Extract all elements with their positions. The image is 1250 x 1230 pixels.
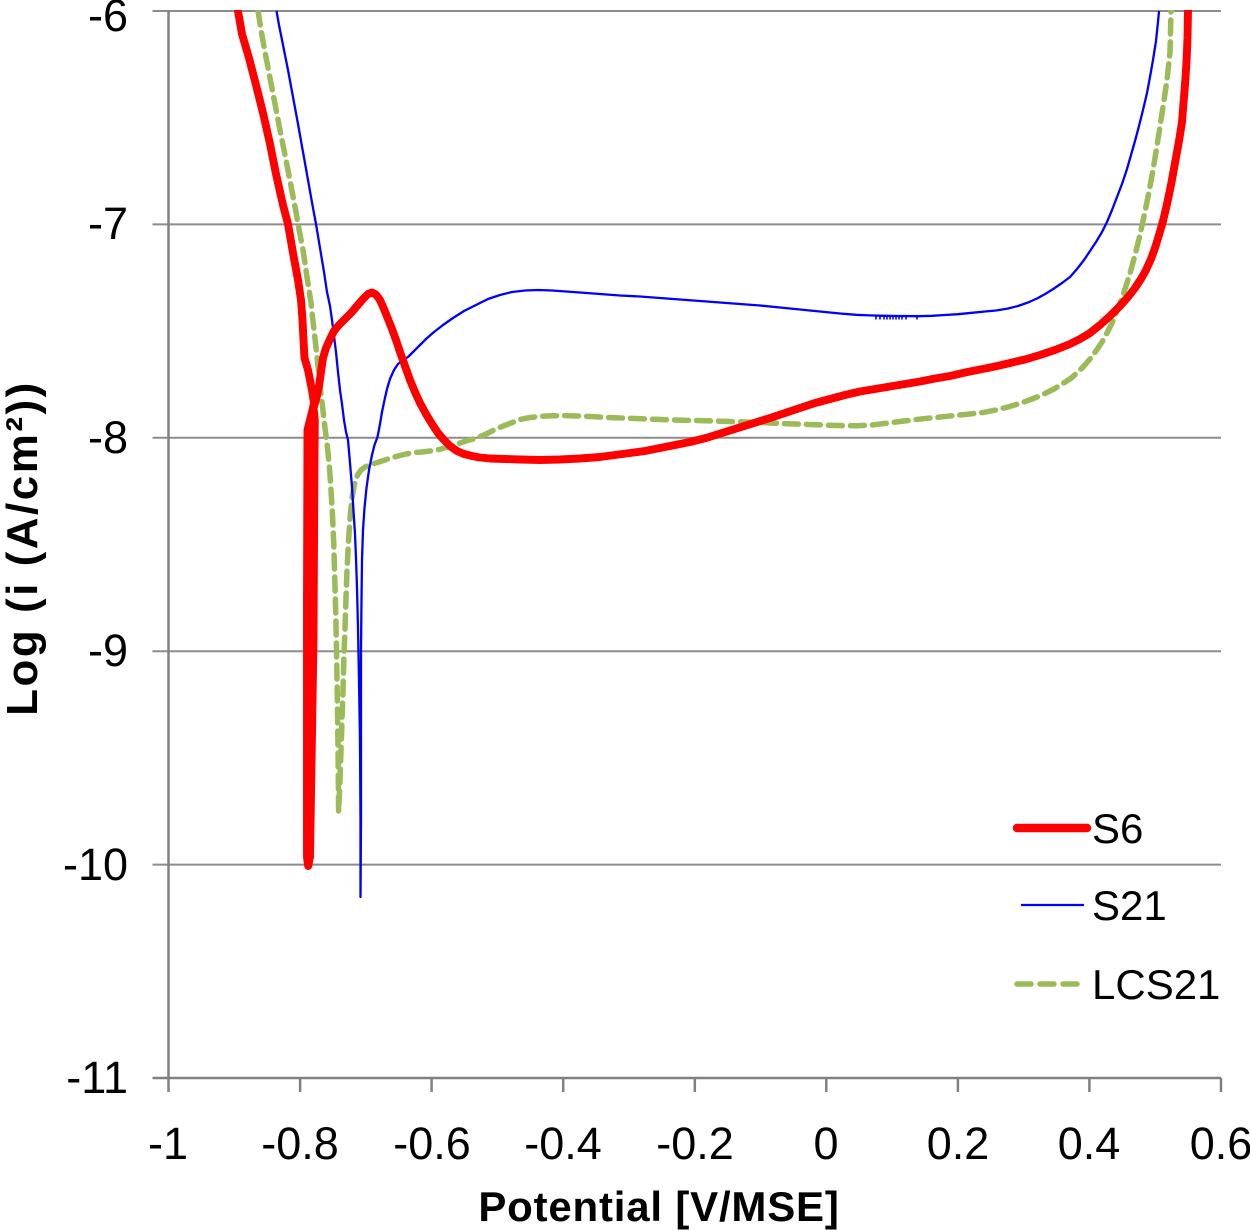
- svg-text:-10: -10: [63, 839, 128, 890]
- svg-text:-7: -7: [88, 198, 128, 249]
- svg-text:-11: -11: [66, 1052, 128, 1103]
- svg-text:-8: -8: [88, 412, 128, 463]
- svg-text:-9: -9: [88, 625, 128, 676]
- svg-text:-6: -6: [88, 0, 128, 41]
- svg-text:Potential [V/MSE]: Potential [V/MSE]: [478, 1183, 839, 1230]
- svg-text:0.4: 0.4: [1058, 1118, 1121, 1169]
- svg-text:-1: -1: [148, 1118, 188, 1169]
- svg-text:LCS21: LCS21: [1092, 961, 1220, 1008]
- svg-text:-0.6: -0.6: [393, 1118, 471, 1169]
- svg-text:S21: S21: [1092, 882, 1167, 929]
- svg-text:Log (i (A/cm²)): Log (i (A/cm²)): [0, 380, 47, 716]
- svg-text:0.2: 0.2: [927, 1118, 990, 1169]
- svg-text:-0.8: -0.8: [261, 1118, 339, 1169]
- svg-text:0: 0: [813, 1118, 838, 1169]
- svg-text:0.6: 0.6: [1190, 1118, 1250, 1169]
- svg-text:S6: S6: [1092, 805, 1143, 852]
- svg-text:-0.2: -0.2: [656, 1118, 734, 1169]
- svg-text:-0.4: -0.4: [524, 1118, 602, 1169]
